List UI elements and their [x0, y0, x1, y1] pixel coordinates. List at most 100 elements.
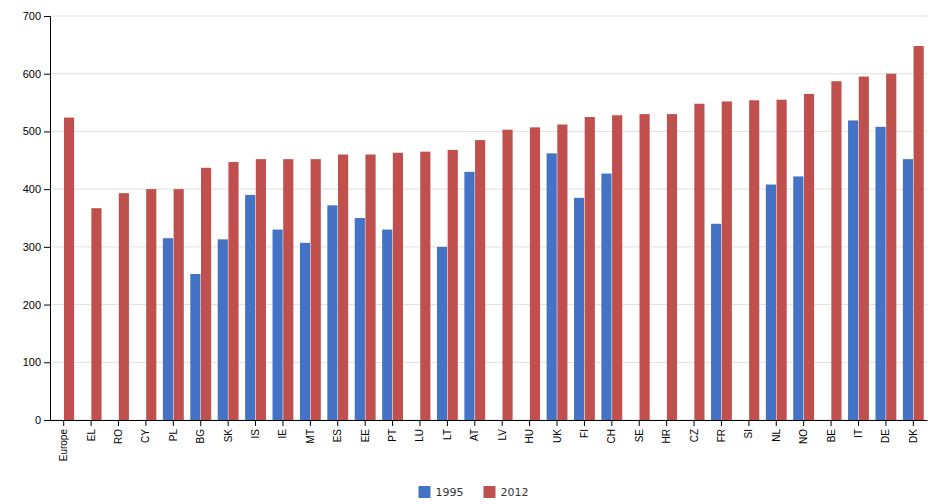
tick-label: 0 — [35, 414, 41, 426]
tick-label: MT — [305, 429, 316, 443]
bar — [355, 218, 365, 420]
bar — [903, 159, 913, 420]
tick-label: SI — [743, 429, 754, 438]
bar — [91, 208, 101, 420]
chart: 0100200300400500600700EuropeELROCYPLBGSK… — [0, 0, 947, 504]
tick-label: HR — [661, 429, 672, 443]
bar — [875, 127, 885, 420]
tick: HR — [661, 420, 672, 443]
tick-mark — [255, 420, 256, 426]
tick-mark — [474, 420, 475, 426]
bar — [218, 239, 228, 420]
tick: 400 — [23, 183, 50, 195]
tick-mark — [447, 420, 448, 426]
tick-mark — [44, 420, 50, 421]
tick-mark — [831, 420, 832, 426]
tick: LT — [442, 420, 453, 440]
tick: NL — [771, 420, 782, 442]
tick-mark — [365, 420, 366, 426]
tick-label: UK — [552, 429, 563, 443]
bar — [228, 162, 238, 420]
bar — [393, 153, 403, 420]
bar — [612, 115, 622, 420]
bar — [711, 224, 721, 420]
tick-mark — [118, 420, 119, 426]
bar — [557, 125, 567, 420]
tick: 300 — [23, 241, 50, 253]
tick-mark — [44, 16, 50, 17]
tick-label: 600 — [23, 68, 41, 80]
tick-label: Europe — [58, 429, 69, 462]
bar — [914, 46, 924, 420]
bar — [338, 155, 348, 420]
tick-mark — [858, 420, 859, 426]
tick-label: NL — [771, 429, 782, 442]
tick-label: FR — [716, 429, 727, 442]
tick-label: BE — [826, 429, 837, 443]
bar — [201, 168, 211, 420]
bar — [190, 274, 200, 420]
bar — [146, 189, 156, 420]
tick-mark — [557, 420, 558, 426]
tick-label: PL — [168, 429, 179, 442]
tick-mark — [44, 305, 50, 306]
bar — [327, 205, 337, 420]
y-axis: 0100200300400500600700 — [23, 10, 51, 426]
tick: CY — [140, 420, 151, 443]
tick-label: 700 — [23, 10, 41, 22]
tick-mark — [529, 420, 530, 426]
tick-mark — [748, 420, 749, 426]
bar — [831, 81, 841, 420]
tick-mark — [666, 420, 667, 426]
tick-label: IE — [277, 429, 288, 439]
bar — [667, 114, 677, 420]
tick-mark — [885, 420, 886, 426]
tick-mark — [44, 74, 50, 75]
tick-label: ES — [332, 429, 343, 443]
tick: BE — [826, 420, 837, 442]
legend-item: 1995 — [419, 486, 464, 499]
tick-label: LU — [414, 429, 425, 442]
tick-label: 300 — [23, 241, 41, 253]
bar — [530, 127, 540, 420]
tick-label: IT — [853, 429, 864, 438]
bar — [365, 155, 375, 420]
tick-mark — [282, 420, 283, 426]
bar — [766, 185, 776, 420]
bar — [585, 117, 595, 420]
tick: LV — [497, 420, 508, 441]
tick-mark — [310, 420, 311, 426]
tick: CZ — [689, 420, 700, 442]
bar — [448, 150, 458, 420]
bar — [174, 189, 184, 420]
bar — [283, 159, 293, 420]
tick: UK — [552, 420, 563, 443]
axis-line — [44, 17, 51, 421]
bar — [601, 174, 611, 420]
tick-mark — [584, 420, 585, 426]
bar — [694, 104, 704, 420]
bar — [859, 77, 869, 420]
tick: MT — [305, 420, 316, 443]
tick: FR — [716, 420, 727, 442]
tick: 100 — [23, 356, 50, 368]
legend-label: 1995 — [436, 486, 464, 499]
tick-mark — [392, 420, 393, 426]
tick-mark — [419, 420, 420, 426]
tick-label: EL — [86, 429, 97, 442]
tick: 700 — [23, 10, 50, 22]
tick: HU — [524, 420, 535, 443]
tick: 200 — [23, 299, 50, 311]
axis-line — [51, 420, 928, 421]
tick: IS — [250, 420, 261, 438]
bar — [64, 118, 74, 420]
bar — [300, 243, 310, 420]
tick-label: DK — [908, 429, 919, 443]
bar — [777, 100, 787, 420]
bar — [420, 152, 430, 420]
tick: SE — [634, 420, 645, 442]
tick-mark — [721, 420, 722, 426]
tick: SK — [223, 420, 234, 442]
tick: DE — [880, 420, 891, 443]
tick-label: LT — [442, 429, 453, 440]
